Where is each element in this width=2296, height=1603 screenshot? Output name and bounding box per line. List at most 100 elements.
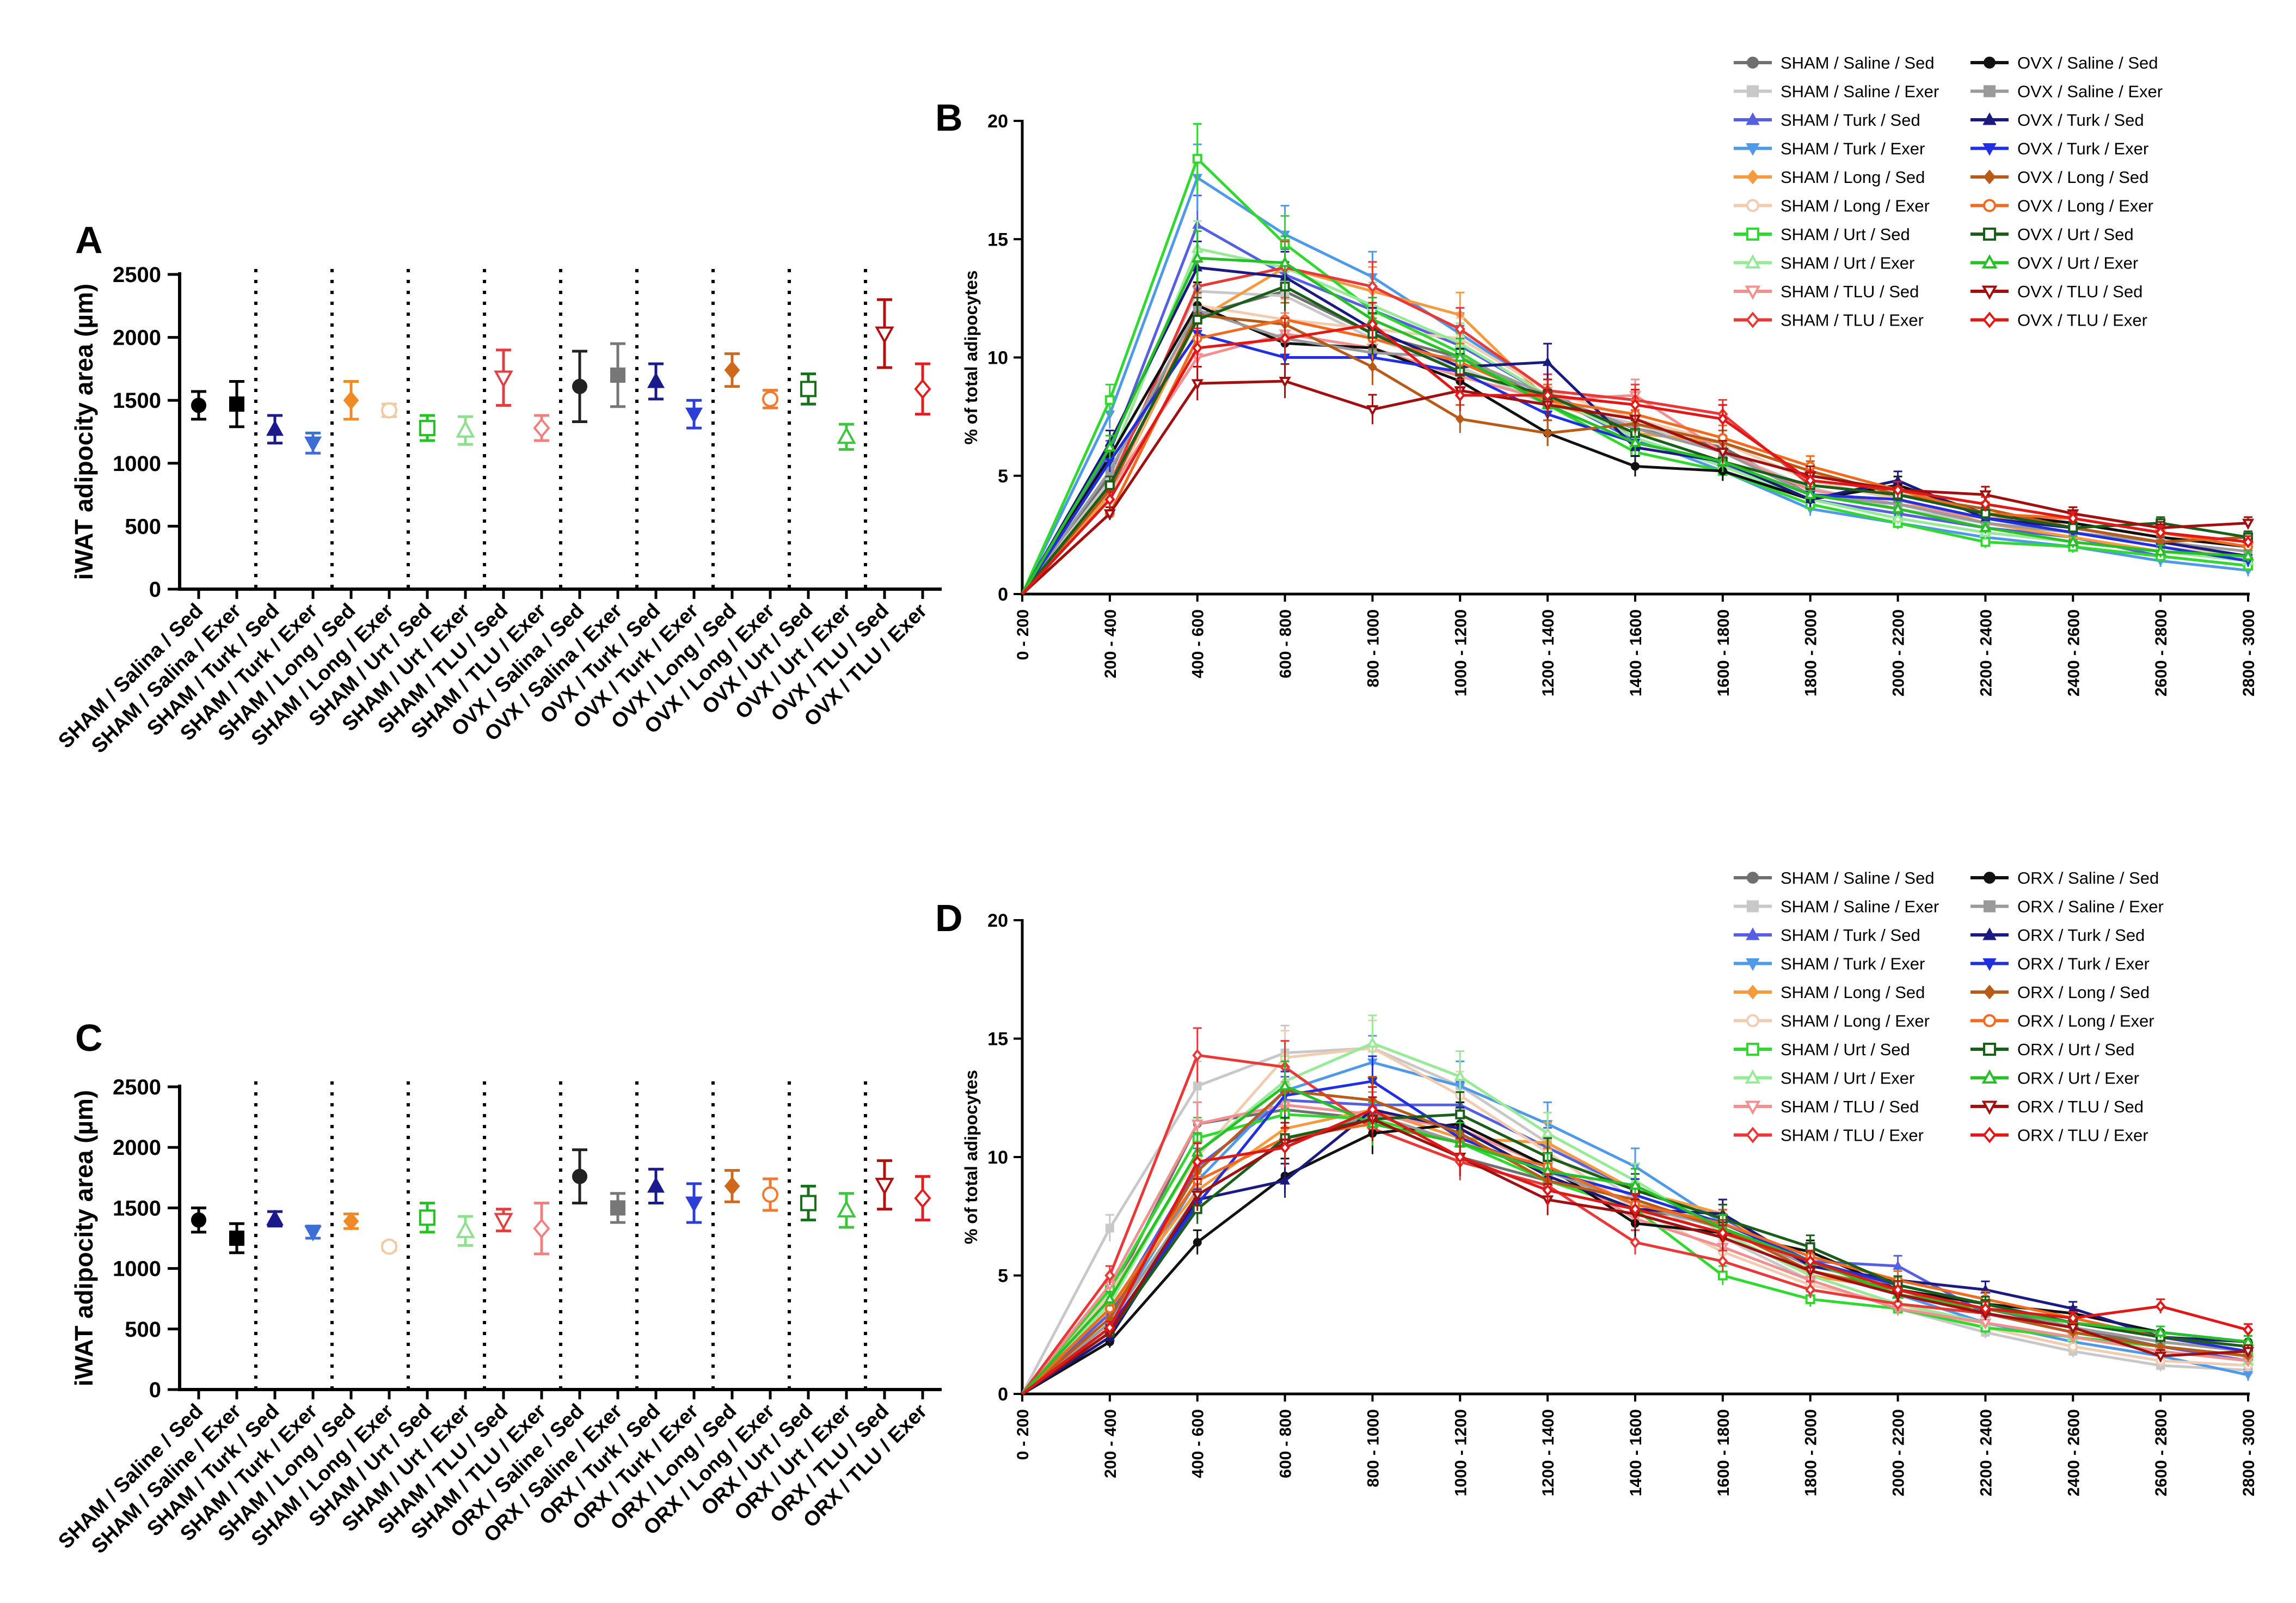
data-point (1279, 1141, 1291, 1154)
data-point (685, 407, 703, 424)
data-point (1630, 1236, 1641, 1249)
x-tick-label: 1000 - 1200 (1452, 1409, 1470, 1496)
legend-label: ORX / TLU / Exer (2017, 1126, 2148, 1145)
data-point (1892, 502, 1904, 513)
data-point (1980, 537, 1991, 547)
data-point (1368, 361, 1377, 372)
data-point (1543, 427, 1552, 439)
y-tick-label: 15 (987, 1029, 1008, 1050)
data-point (381, 1238, 397, 1255)
legend-label: SHAM / TLU / Sed (1781, 282, 1919, 301)
legend-label: SHAM / Saline / Exer (1781, 897, 1939, 916)
x-tick-label: 1600 - 1800 (1715, 1409, 1733, 1496)
y-tick-label: 500 (125, 515, 161, 539)
data-point (494, 1213, 513, 1231)
data-point (2067, 535, 2079, 547)
data-point (1192, 154, 1202, 164)
data-point (914, 1188, 931, 1209)
data-point (1805, 1283, 1816, 1296)
data-point (875, 326, 894, 344)
legend-label: SHAM / Long / Exer (1781, 197, 1930, 216)
data-point (1191, 251, 1204, 262)
x-tick-label: 0 - 200 (1014, 1409, 1032, 1460)
legend-marker (1981, 1069, 1998, 1084)
x-tick-label: 1600 - 1800 (1715, 609, 1733, 696)
data-point (800, 381, 817, 397)
legend-label: SHAM / Urt / Exer (1781, 1069, 1914, 1088)
data-point (304, 436, 322, 452)
data-point (229, 396, 244, 412)
data-point (1104, 1321, 1115, 1334)
y-tick-label: 500 (125, 1318, 161, 1342)
data-point (875, 1178, 894, 1196)
y-axis-label: iWAT adipocity area (µm) (70, 284, 98, 580)
data-point (1892, 1298, 1904, 1311)
y-axis-label: iWAT adipocity area (µm) (70, 1090, 98, 1387)
data-point (2242, 1347, 2255, 1358)
legend-marker (1747, 85, 1759, 97)
y-tick-label: 2500 (113, 263, 161, 287)
data-point (1104, 480, 1115, 491)
data-point (456, 1220, 475, 1238)
x-tick-label: 800 - 1000 (1364, 609, 1382, 687)
data-point (1191, 1190, 1204, 1202)
x-tick-label: 2000 - 2200 (1890, 609, 1908, 696)
data-point (762, 1186, 778, 1203)
y-tick-label: 2500 (113, 1075, 161, 1099)
legend-label: OVX / Turk / Sed (2017, 111, 2144, 130)
data-point (191, 1212, 206, 1228)
legend-marker (1981, 254, 1998, 268)
legend-marker (1984, 900, 1996, 913)
x-tick-label: 2400 - 2600 (2065, 1409, 2083, 1496)
legend-marker (1747, 57, 1759, 69)
legend-label: SHAM / Long / Sed (1781, 983, 1925, 1002)
legend-marker (1984, 872, 1996, 884)
data-point (1979, 490, 1992, 501)
data-point (343, 391, 359, 410)
legend-label: SHAM / Long / Exer (1781, 1012, 1930, 1031)
data-point (1367, 1103, 1378, 1116)
data-point (2154, 1351, 2167, 1363)
legend-marker (1983, 1014, 1996, 1027)
legend-label: SHAM / TLU / Sed (1781, 1097, 1919, 1116)
legend-marker (1746, 169, 1759, 185)
x-tick-label: 2800 - 3000 (2240, 609, 2258, 696)
data-point (572, 378, 587, 394)
legend-marker (1983, 228, 1996, 241)
data-point (1366, 1036, 1379, 1048)
legend-marker (1745, 285, 1761, 300)
data-point (1893, 1260, 1903, 1270)
data-point (610, 1200, 625, 1216)
panel-letter: D (935, 897, 963, 939)
data-point (1629, 436, 1642, 447)
data-point (1279, 1079, 1291, 1091)
data-point (1630, 398, 1641, 411)
data-point (724, 360, 740, 380)
data-point (494, 370, 513, 388)
legend-label: ORX / Turk / Exer (2017, 955, 2150, 974)
x-tick-label: 2800 - 3000 (2240, 1409, 2258, 1496)
x-tick-label: 2200 - 2400 (1977, 1409, 1995, 1496)
y-axis-label: % of total adipocytes (961, 1070, 981, 1244)
data-point (1717, 1226, 1728, 1239)
data-point (1629, 1178, 1642, 1190)
data-point (2243, 1324, 2254, 1337)
data-point (610, 367, 625, 383)
data-point (1717, 1255, 1728, 1268)
legend-label: OVX / Long / Exer (2017, 197, 2153, 216)
data-point (1892, 484, 1904, 497)
data-point (533, 1218, 550, 1239)
data-point (1105, 1223, 1114, 1233)
y-tick-label: 5 (998, 1266, 1008, 1287)
y-tick-label: 0 (149, 1378, 161, 1402)
data-point (381, 402, 397, 419)
legend-marker (1746, 984, 1759, 1000)
legend-label: SHAM / Saline / Sed (1781, 53, 1935, 72)
data-point (1367, 318, 1378, 331)
legend-label: ORX / Long / Sed (2017, 983, 2150, 1002)
legend-label: SHAM / Turk / Sed (1781, 111, 1920, 130)
data-point (837, 1200, 856, 1217)
data-point (1980, 498, 1991, 511)
legend-marker (1746, 1014, 1759, 1027)
data-point (229, 1231, 244, 1246)
